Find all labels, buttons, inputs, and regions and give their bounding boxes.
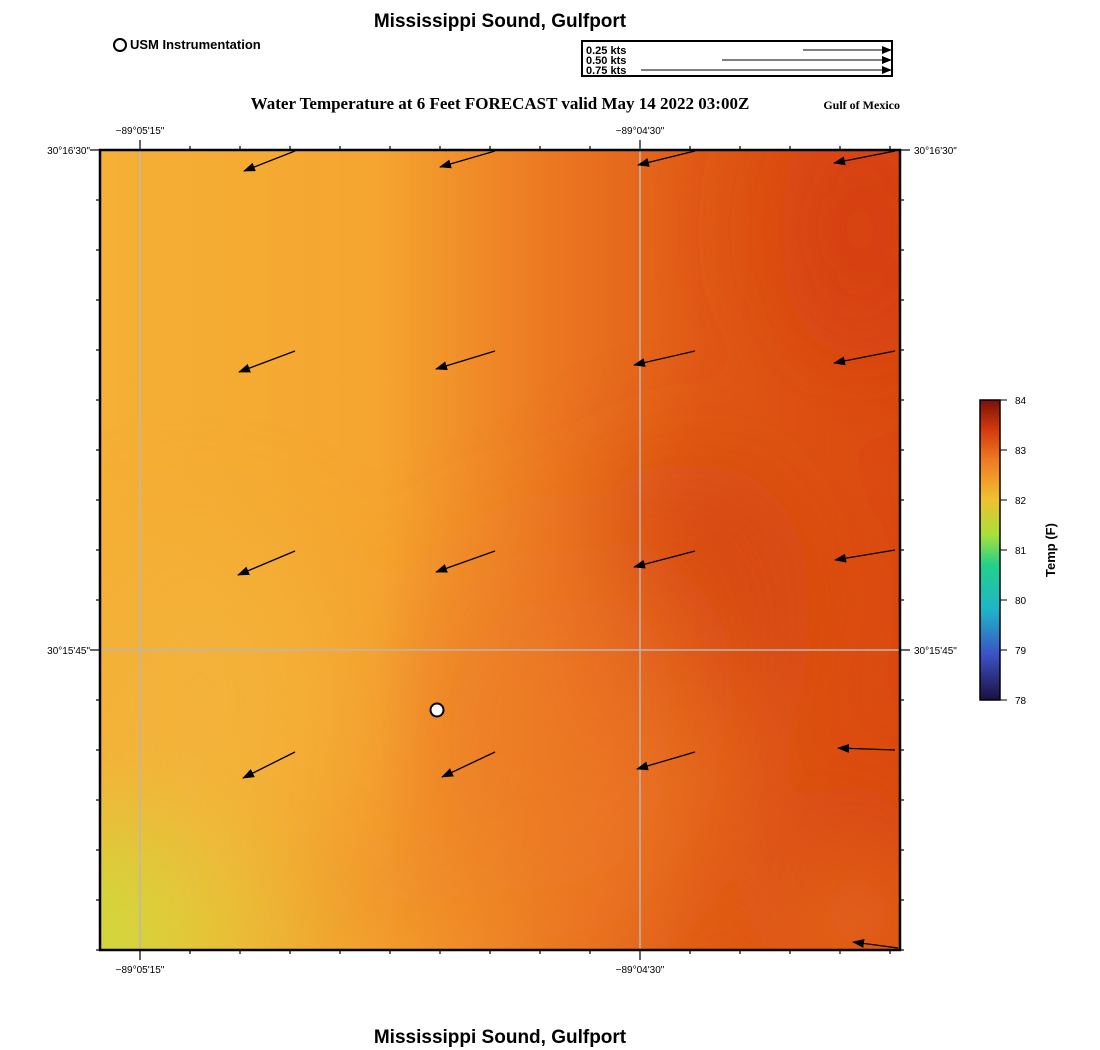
vector-r2c0 xyxy=(237,550,296,576)
scale-label-025: 0.25 kts xyxy=(586,45,627,57)
colorbar-ramp xyxy=(979,399,1001,701)
scale-label-075: 0.75 kts xyxy=(586,65,627,77)
vector-scale-legend: 0.25 kts 0.50 kts 0.75 kts xyxy=(581,40,893,77)
station-marker-icon xyxy=(113,37,127,52)
vector-r1c0 xyxy=(238,350,296,373)
colorbar: 84 83 82 81 80 79 78 Temp (F) xyxy=(979,396,1058,707)
map-title: Water Temperature at 6 Feet FORECAST val… xyxy=(250,94,750,113)
vector-r3c1 xyxy=(441,751,496,778)
vector-r1c1 xyxy=(435,350,496,371)
y-tick-label-right-1: 30°16'30" xyxy=(914,146,957,157)
y-tick-label-left-2: 30°15'45" xyxy=(47,646,90,657)
vector-r0c1 xyxy=(439,150,496,169)
colorbar-tick-81: 81 xyxy=(1015,546,1027,557)
vector-r4c3 xyxy=(852,938,899,949)
scale-arrows xyxy=(641,46,892,74)
colorbar-tick-83: 83 xyxy=(1015,446,1027,457)
y-tick-label-left-1: 30°16'30" xyxy=(47,146,90,157)
vector-r1c2 xyxy=(633,350,696,367)
temperature-field xyxy=(100,150,900,950)
y-tick-label-right-2: 30°15'45" xyxy=(914,646,957,657)
colorbar-tick-82: 82 xyxy=(1015,496,1027,507)
page-title-bottom: Mississippi Sound, Gulfport xyxy=(373,1027,627,1048)
vector-r0c3 xyxy=(833,150,896,166)
x-tick-label-bottom-1: −89°05'15" xyxy=(116,965,165,976)
x-tick-label-bottom-2: −89°04'30" xyxy=(616,965,665,976)
colorbar-tick-79: 79 xyxy=(1015,646,1027,657)
x-tick-label-top-1: −89°05'15" xyxy=(116,126,165,137)
x-tick-label-top-2: −89°04'30" xyxy=(616,126,665,137)
colorbar-tick-80: 80 xyxy=(1015,596,1027,607)
page-title-top: Mississippi Sound, Gulfport xyxy=(373,11,627,32)
station-legend: USM Instrumentation xyxy=(113,37,261,52)
vector-r0c2 xyxy=(637,150,696,167)
station-legend-label: USM Instrumentation xyxy=(130,37,261,52)
scale-label-050: 0.50 kts xyxy=(586,55,627,67)
graticule xyxy=(100,150,900,950)
vector-r3c2 xyxy=(636,751,696,771)
axis-labels: −89°05'15" −89°04'30" −89°05'15" −89°04'… xyxy=(47,126,957,976)
region-label: Gulf of Mexico xyxy=(823,98,900,112)
vector-r3c0 xyxy=(242,751,296,779)
vector-r2c3 xyxy=(834,549,896,563)
frame-ticks xyxy=(90,140,910,960)
colorbar-tick-84: 84 xyxy=(1015,396,1027,407)
colorbar-label: Temp (F) xyxy=(1043,523,1058,577)
vector-r2c2 xyxy=(633,550,696,569)
vector-r1c3 xyxy=(833,350,896,366)
colorbar-tick-78: 78 xyxy=(1015,696,1027,707)
station-marker-icon xyxy=(429,702,445,718)
vector-r3c3 xyxy=(837,743,896,753)
vector-r0c0 xyxy=(243,150,296,172)
current-vectors xyxy=(237,150,899,949)
vector-r2c1 xyxy=(435,550,496,573)
